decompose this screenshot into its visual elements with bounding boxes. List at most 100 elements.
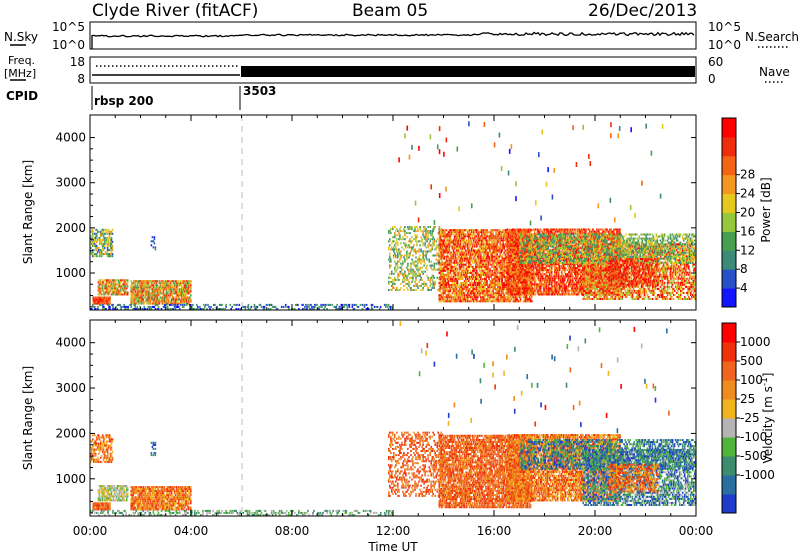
backscatter-cell [465,257,468,260]
backscatter-cell [146,288,149,291]
backscatter-cell [118,293,121,296]
backscatter-cell [175,292,178,295]
backscatter-cell [453,294,456,297]
backscatter-cell [465,284,468,286]
backscatter-cell [460,261,463,264]
backscatter-cell [516,285,519,288]
backscatter-cell [467,247,470,250]
backscatter-cell [461,237,464,240]
backscatter-cell [421,278,423,281]
backscatter-cell [423,254,425,257]
backscatter-cell [110,251,113,254]
backscatter-cell [505,233,508,236]
backscatter-cell [463,263,466,266]
backscatter-cell [483,257,485,260]
backscatter-cell [505,261,508,264]
backscatter-cell [307,303,309,306]
backscatter-cell [466,245,469,248]
backscatter-cell [449,284,452,286]
backscatter-cell [167,280,170,283]
cpid-panel: CPID rbsp 200 3503 [6,84,276,110]
backscatter-cell [520,286,523,289]
backscatter-cell [141,280,144,283]
backscatter-cell [439,290,442,293]
backscatter-cell [309,303,311,306]
backscatter-cell [90,253,92,256]
backscatter-cell [502,259,504,262]
backscatter-cell [445,255,448,258]
backscatter-cell [502,296,504,299]
backscatter-cell [515,290,518,293]
backscatter-cell [506,250,509,253]
backscatter-cell [455,245,458,248]
backscatter-cell [501,263,503,266]
backscatter-cell [487,231,489,234]
backscatter-cell [501,245,503,248]
backscatter-cell [324,303,326,306]
backscatter-cell [480,265,482,268]
backscatter-cell [506,254,509,257]
backscatter-cell [528,273,531,276]
backscatter-cell [147,292,150,295]
backscatter-cell [529,289,532,292]
backscatter-cell [107,293,110,296]
backscatter-cell [443,251,446,254]
backscatter-cell [427,278,429,281]
backscatter-cell [508,271,511,274]
backscatter-cell [510,253,513,256]
backscatter-cell [133,308,135,310]
backscatter-cell [515,285,518,288]
backscatter-cell [347,303,350,306]
backscatter-cell [123,305,125,308]
backscatter-cell [490,282,492,284]
backscatter-cell [523,291,526,294]
backscatter-cell [493,267,495,270]
backscatter-cell [523,265,526,268]
backscatter-cell [175,296,178,299]
backscatter-cell [430,276,432,279]
backscatter-cell [107,245,110,247]
backscatter-cell [483,253,485,256]
backscatter-cell [501,286,503,289]
backscatter-cell [484,290,486,293]
backscatter-cell [515,291,518,294]
backscatter-cell [134,308,136,310]
backscatter-cell [406,232,408,235]
backscatter-cell [459,259,462,262]
backscatter-cell [525,290,528,293]
backscatter-cell [112,291,115,294]
backscatter-cell [522,250,525,253]
backscatter-cell [492,239,494,242]
backscatter-cell [510,296,513,299]
backscatter-cell [158,294,161,297]
backscatter-cell [512,277,515,280]
backscatter-cell [511,248,514,251]
backscatter-cell [494,251,496,254]
backscatter-cell [168,286,171,289]
backscatter-cell [456,235,459,238]
backscatter-cell [461,296,464,299]
backscatter-cell [519,277,522,280]
backscatter-cell [439,235,442,238]
backscatter-cell [516,265,519,268]
backscatter-cell [396,250,398,253]
backscatter-cell [500,255,502,258]
backscatter-cell [436,268,438,271]
backscatter-cell [528,298,531,301]
backscatter-cell [451,288,454,291]
backscatter-cell [424,284,426,287]
backscatter-cell [528,263,531,266]
backscatter-cell [522,296,525,299]
backscatter-cell [426,284,428,287]
backscatter-cell [492,233,494,236]
backscatter-cell [447,275,450,278]
backscatter-cell [419,268,421,271]
backscatter-cell [529,275,532,278]
backscatter-cell [422,232,424,235]
backscatter-cell [501,261,503,264]
backscatter-cell [318,305,320,308]
backscatter-cell [433,276,435,279]
backscatter-cell [170,294,173,297]
backscatter-cell [425,246,427,249]
backscatter-cell [172,290,175,293]
